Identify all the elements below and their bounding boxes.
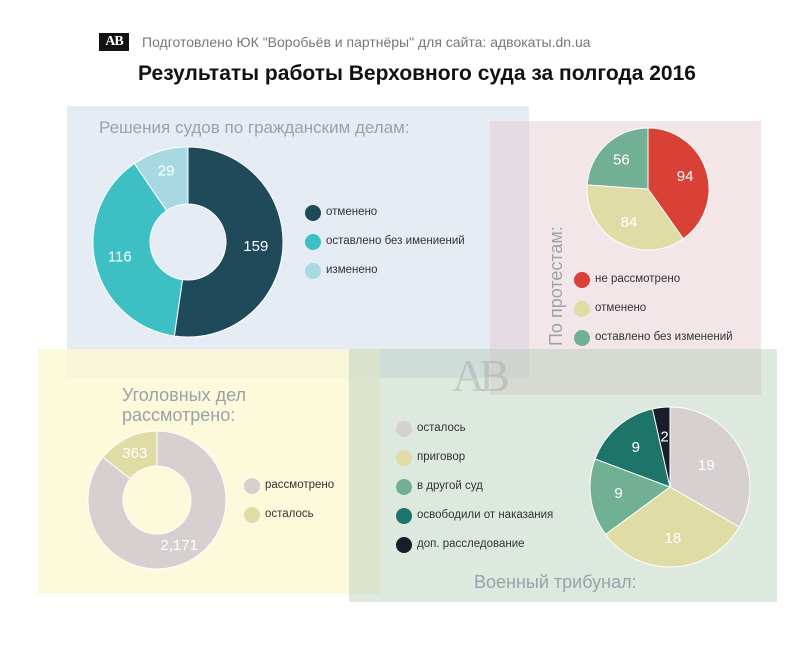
military-chart-title: Военный трибунал: <box>474 572 637 592</box>
chart-3-slice-0 <box>669 406 751 528</box>
chart-3-group: 19 18 9 9 2 <box>589 406 751 568</box>
legend-swatch-отменено <box>305 205 321 221</box>
legend-swatch-изменено <box>305 263 321 279</box>
legend-swatch-оставлено-без-изменений <box>574 330 590 346</box>
legend-label: осталось <box>265 508 314 520</box>
legend-label: оставлено без имениений <box>326 235 465 247</box>
chart-0-group: 159 116 29 <box>92 146 284 338</box>
chart-3-slice-3 <box>594 408 671 488</box>
chart-1-slice-1 <box>586 184 685 251</box>
chart-3-slice-1 <box>604 486 740 568</box>
legend-swatch-осталось <box>244 507 260 523</box>
legend-swatch-отменено <box>574 301 590 317</box>
watermark-logo: AB <box>452 350 510 401</box>
chart-3-slice-4 <box>651 406 671 488</box>
chart-2-group: 2,171 363 <box>87 430 227 570</box>
chart-0-value-label-1: 116 <box>108 249 132 266</box>
legend-swatch-освободили-от-наказания <box>396 508 412 524</box>
legend-label: оставлено без изменений <box>595 331 733 343</box>
legend-label: рассмотрено <box>265 479 335 491</box>
criminal-chart-title: Уголовных дел рассмотрено: <box>122 385 246 425</box>
chart-0-value-label-2: 29 <box>158 162 175 179</box>
legend-label: не рассмотрено <box>595 273 681 285</box>
legend-swatch-не-рассмотрено <box>574 272 590 288</box>
legend-label: отменено <box>326 206 378 218</box>
legend-swatch-оставлено-без-имениений <box>305 234 321 250</box>
legend-label: отменено <box>595 302 647 314</box>
legend-swatch-доп-расследование <box>396 537 412 553</box>
chart-2-value-label-0: 2,171 <box>160 537 198 554</box>
civil-chart-title: Решения судов по гражданским делам: <box>99 118 410 137</box>
ab-logo: AB <box>99 33 129 51</box>
chart-1-value-label-0: 94 <box>677 168 694 185</box>
chart-1-group: 94 84 56 <box>586 127 710 251</box>
chart-1-slice-0 <box>647 127 710 240</box>
chart-1-value-label-2: 56 <box>613 151 630 168</box>
chart-3-value-label-1: 18 <box>665 530 682 547</box>
legend-swatch-осталось <box>396 421 412 437</box>
chart-3-value-label-3: 9 <box>632 439 640 456</box>
chart-0-slice-0 <box>173 146 284 338</box>
legend-swatch-приговор <box>396 450 412 466</box>
source-note: Подготовлено ЮК "Воробьёв и партнёры" дл… <box>142 34 591 50</box>
chart-2-slice-0 <box>87 430 227 570</box>
chart-3-value-label-0: 19 <box>698 457 715 474</box>
legend-label: изменено <box>326 264 378 276</box>
infographic-title: Результаты работы Верховного суда за пол… <box>138 62 696 85</box>
chart-3-slice-2 <box>589 458 672 536</box>
legend-label: приговор <box>417 451 466 463</box>
legend-swatch-рассмотрено <box>244 478 260 494</box>
chart-2-slice-1 <box>102 430 158 480</box>
chart-2-value-label-1: 363 <box>122 445 147 462</box>
chart-1-slice-2 <box>586 127 649 190</box>
chart-0-slice-1 <box>92 162 184 337</box>
chart-1-value-label-1: 84 <box>621 214 638 231</box>
chart-0-slice-2 <box>133 146 189 212</box>
legend-swatch-в-другой-суд <box>396 479 412 495</box>
chart-3-value-label-2: 9 <box>614 485 622 502</box>
chart-3-value-label-4: 2 <box>660 428 668 445</box>
legend-label: доп. расследование <box>417 538 525 550</box>
legend-label: в другой суд <box>417 480 483 492</box>
legend-label: осталось <box>417 422 466 434</box>
chart-0-value-label-0: 159 <box>243 238 268 255</box>
legend-label: освободили от наказания <box>417 509 554 521</box>
